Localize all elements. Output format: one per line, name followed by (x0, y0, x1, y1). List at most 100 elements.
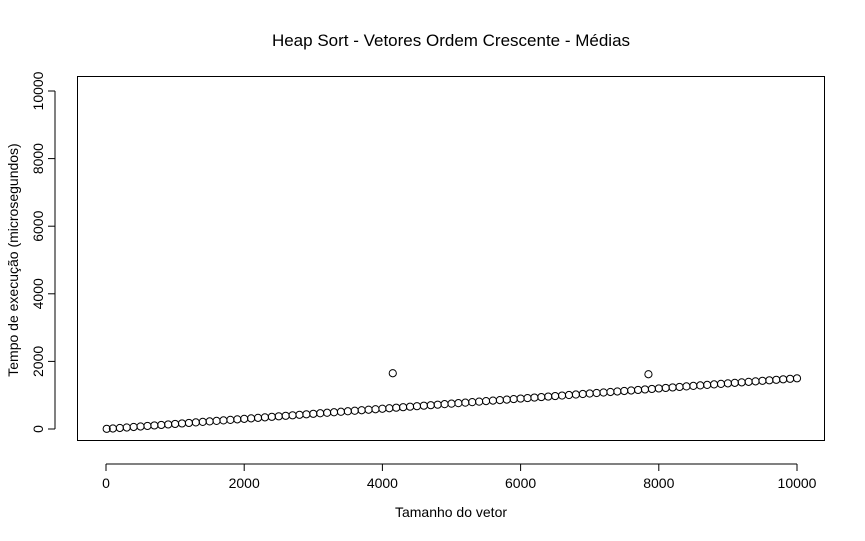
y-tick-label: 0 (30, 425, 46, 433)
data-point (233, 415, 242, 424)
data-point (779, 375, 788, 384)
y-tick-label: 4000 (30, 278, 46, 309)
x-tick-label: 0 (102, 475, 110, 491)
data-point (371, 405, 380, 414)
data-point (703, 380, 712, 389)
data-point (253, 413, 263, 422)
data-point (571, 390, 580, 399)
data-point (509, 394, 518, 404)
data-point (323, 408, 332, 417)
data-point (578, 389, 587, 399)
x-tick-label: 10000 (778, 475, 817, 491)
data-point (668, 383, 677, 392)
chart-title: Heap Sort - Vetores Ordem Crescente - Mé… (272, 31, 630, 50)
data-point (544, 392, 553, 401)
data-point (468, 398, 477, 407)
data-point (343, 407, 352, 416)
data-point (481, 397, 491, 406)
y-tick-label: 10000 (30, 71, 46, 110)
data-point (440, 400, 449, 409)
data-point (364, 405, 373, 414)
data-point (281, 411, 290, 420)
data-point (388, 369, 397, 378)
data-point (164, 420, 173, 429)
data-point (385, 404, 394, 413)
data-point (426, 401, 435, 410)
data-point (502, 395, 511, 404)
data-point (730, 378, 739, 387)
data-point (198, 417, 207, 427)
data-point (412, 402, 422, 411)
data-point (267, 412, 276, 421)
data-point (523, 393, 532, 403)
y-axis: 0 2000 4000 6000 8000 10000 (30, 71, 56, 433)
data-point (689, 381, 698, 391)
data-point (530, 393, 539, 402)
data-point (240, 414, 249, 423)
data-point (537, 392, 546, 402)
data-point (184, 418, 194, 428)
data-point (247, 414, 256, 423)
data-point (309, 409, 318, 418)
plot-area (77, 76, 825, 441)
data-point (627, 386, 636, 395)
data-point (758, 376, 767, 385)
data-point (661, 383, 670, 393)
x-tick-label: 8000 (643, 475, 674, 491)
data-point (585, 389, 594, 398)
data-point (461, 398, 470, 407)
data-point (709, 380, 719, 389)
data-point (295, 410, 304, 419)
data-point (329, 408, 339, 417)
data-point (606, 387, 615, 397)
data-point (551, 391, 560, 401)
data-point (288, 411, 297, 420)
data-point (316, 409, 325, 418)
data-point (302, 410, 311, 419)
x-axis-label: Tamanho do vetor (395, 504, 507, 520)
data-point (765, 376, 774, 385)
data-point (599, 388, 608, 397)
data-point (177, 419, 187, 428)
data-point (792, 374, 802, 383)
data-point (613, 387, 622, 396)
data-point (205, 417, 214, 426)
data-point (447, 399, 456, 408)
y-axis-label: Tempo de execução (microsegundos) (5, 143, 21, 376)
data-point (399, 403, 408, 412)
data-point (772, 375, 781, 384)
x-axis: 0 2000 4000 6000 8000 10000 (102, 463, 817, 491)
data-point (454, 399, 463, 408)
data-point (122, 423, 131, 432)
data-point (475, 397, 484, 406)
data-point (357, 406, 366, 415)
data-point (592, 388, 601, 398)
data-point (647, 384, 656, 394)
data-point (654, 384, 663, 393)
data-point (115, 423, 124, 433)
data-point (644, 370, 653, 379)
data-point (495, 396, 504, 405)
data-point (219, 416, 228, 425)
data-point (150, 421, 159, 430)
data-point (226, 415, 235, 424)
data-point (405, 402, 415, 411)
data-point (682, 382, 691, 391)
data-point (433, 400, 442, 409)
x-tick-label: 6000 (505, 475, 536, 491)
data-point (488, 396, 498, 405)
data-point (737, 378, 746, 387)
data-point (171, 419, 180, 429)
x-tick-label: 4000 (367, 475, 398, 491)
data-point (212, 416, 221, 425)
data-point (129, 422, 138, 432)
data-point (516, 394, 525, 403)
data-point (716, 379, 726, 388)
data-point (191, 418, 200, 427)
data-point (744, 377, 753, 386)
data-point (102, 424, 111, 433)
data-point (640, 385, 650, 394)
data-point (260, 413, 270, 422)
data-point (620, 386, 629, 396)
